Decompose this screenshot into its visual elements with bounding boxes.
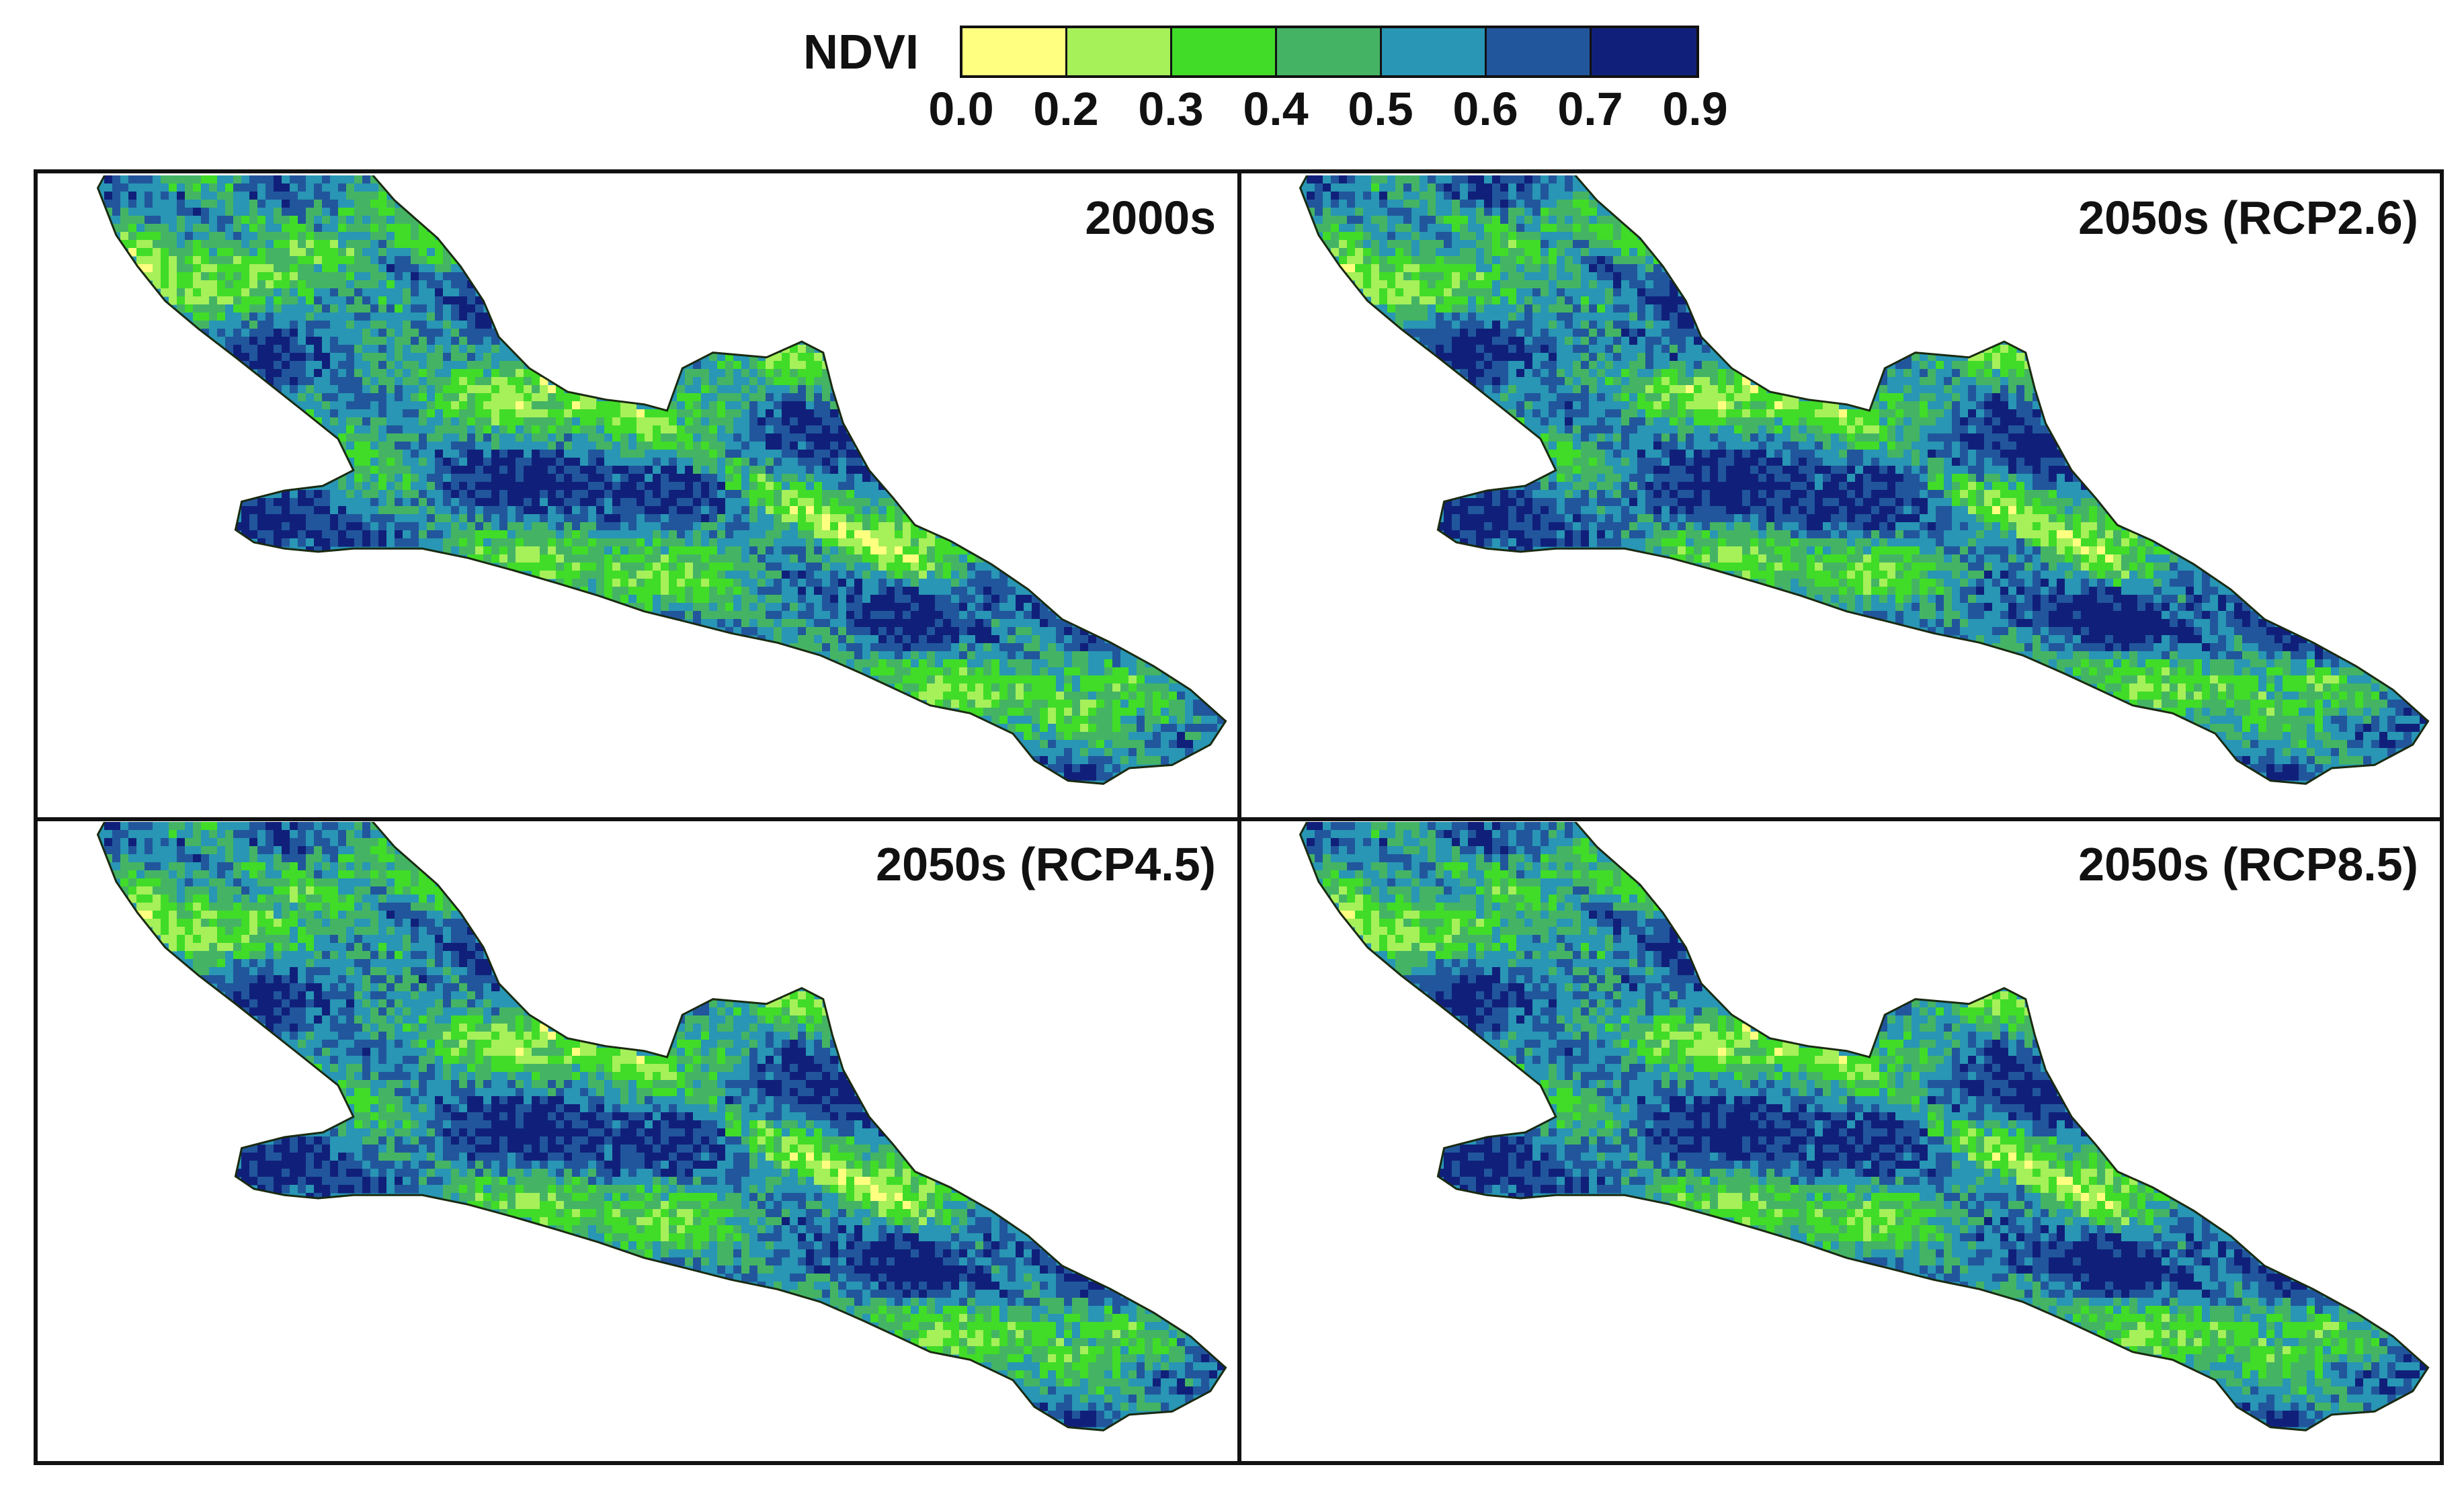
basin-boundary [1299,175,2430,785]
ndvi-map [1299,822,2430,1431]
ndvi-raster [1300,175,2428,784]
ndvi-raster [1300,822,2428,1431]
ndvi-map [1299,175,2430,785]
map-grid: 2000s 2050s (RCP2.6) 2050s (RCP4.5) 2050… [34,169,2444,1465]
map-panel-rcp45: 2050s (RCP4.5) [40,822,1233,1462]
basin-boundary [1299,822,2430,1431]
legend-title: NDVI [803,26,919,79]
ndvi-raster [97,822,1226,1431]
legend-swatch [1172,28,1277,75]
basin-boundary [96,822,1227,1431]
legend-tick: 0.2 [1033,83,1099,135]
ndvi-map [96,175,1227,785]
legend-colorbar [960,26,1699,78]
map-panel-2000s: 2000s [40,175,1233,815]
panel-label: 2050s (RCP2.6) [2078,192,2418,244]
legend-swatch [962,28,1067,75]
map-panel-rcp85: 2050s (RCP8.5) [1242,822,2436,1462]
legend-tick-labels: 0.0 0.2 0.3 0.4 0.5 0.6 0.7 0.9 [0,82,2464,142]
panel-label: 2050s (RCP4.5) [876,838,1216,890]
map-panel-rcp26: 2050s (RCP2.6) [1242,175,2436,815]
legend-swatch [1067,28,1172,75]
legend-tick: 0.6 [1452,83,1518,135]
legend-tick: 0.9 [1662,83,1728,135]
legend-tick: 0.4 [1243,83,1309,135]
ndvi-raster [97,175,1226,784]
panel-divider-horizontal [38,817,2440,821]
legend-tick: 0.7 [1557,83,1623,135]
panel-label: 2050s (RCP8.5) [2078,838,2418,890]
legend-swatch [1277,28,1382,75]
legend-tick: 0.5 [1348,83,1413,135]
ndvi-legend: NDVI 0.0 0.2 0.3 0.4 0.5 0.6 0.7 0.9 [0,0,2464,135]
ndvi-map [96,822,1227,1431]
basin-boundary [96,175,1227,785]
legend-swatch [1487,28,1592,75]
panel-label: 2000s [1085,192,1216,244]
legend-swatch [1382,28,1487,75]
legend-swatch [1592,28,1696,75]
legend-tick: 0.0 [928,83,994,135]
legend-tick: 0.3 [1138,83,1204,135]
